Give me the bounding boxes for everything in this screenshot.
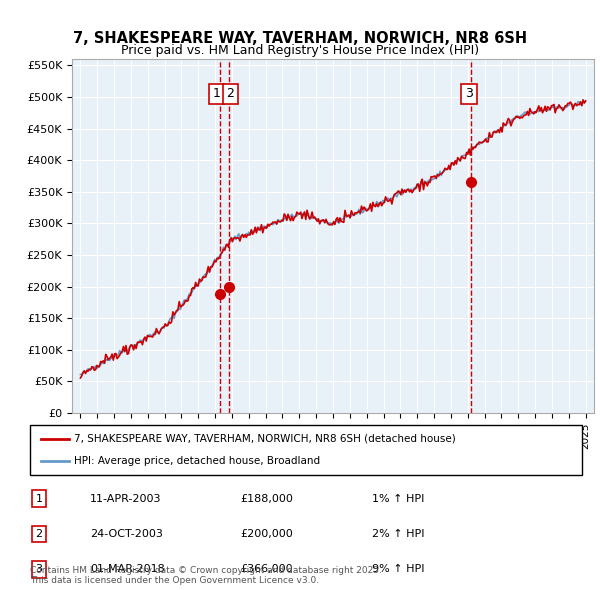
Text: 3: 3	[465, 87, 473, 100]
Text: £188,000: £188,000	[240, 494, 293, 503]
Text: £366,000: £366,000	[240, 565, 293, 574]
Text: Contains HM Land Registry data © Crown copyright and database right 2025.
This d: Contains HM Land Registry data © Crown c…	[30, 566, 382, 585]
Text: 1% ↑ HPI: 1% ↑ HPI	[372, 494, 424, 503]
Text: 9% ↑ HPI: 9% ↑ HPI	[372, 565, 425, 574]
Text: 2: 2	[35, 529, 43, 539]
Text: 1: 1	[212, 87, 220, 100]
Text: 3: 3	[35, 565, 43, 574]
Text: 24-OCT-2003: 24-OCT-2003	[90, 529, 163, 539]
FancyBboxPatch shape	[30, 425, 582, 475]
Text: 01-MAR-2018: 01-MAR-2018	[90, 565, 165, 574]
Text: 2% ↑ HPI: 2% ↑ HPI	[372, 529, 425, 539]
Text: 2: 2	[227, 87, 235, 100]
Text: £200,000: £200,000	[240, 529, 293, 539]
Text: 11-APR-2003: 11-APR-2003	[90, 494, 161, 503]
Text: Price paid vs. HM Land Registry's House Price Index (HPI): Price paid vs. HM Land Registry's House …	[121, 44, 479, 57]
Text: 1: 1	[35, 494, 43, 503]
Text: HPI: Average price, detached house, Broadland: HPI: Average price, detached house, Broa…	[74, 456, 320, 466]
Text: 7, SHAKESPEARE WAY, TAVERHAM, NORWICH, NR8 6SH (detached house): 7, SHAKESPEARE WAY, TAVERHAM, NORWICH, N…	[74, 434, 456, 444]
Text: 7, SHAKESPEARE WAY, TAVERHAM, NORWICH, NR8 6SH: 7, SHAKESPEARE WAY, TAVERHAM, NORWICH, N…	[73, 31, 527, 46]
